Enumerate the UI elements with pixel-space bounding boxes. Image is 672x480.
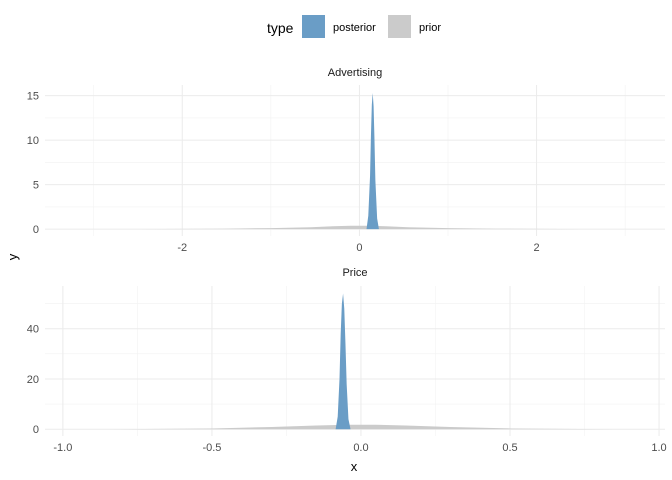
y-tick-label: 0	[33, 224, 39, 236]
facet-strip-price: Price	[342, 267, 367, 279]
x-tick-label: 2	[534, 242, 540, 254]
density-posterior-price	[335, 293, 351, 430]
legend-title: type	[267, 20, 294, 36]
x-axis-label: x	[351, 459, 358, 474]
x-tick-label: -1.0	[53, 442, 72, 454]
x-tick-label: 0	[356, 242, 362, 254]
facet-strip-advertising: Advertising	[328, 67, 382, 79]
legend-key-posterior	[302, 15, 325, 38]
y-axis-label: y	[5, 253, 20, 260]
legend-label-posterior: posterior	[333, 22, 376, 34]
legend: type posterior prior	[267, 15, 441, 38]
gridlines	[45, 286, 665, 436]
y-tick-label: 40	[27, 324, 39, 336]
gridlines	[45, 85, 665, 236]
x-tick-label: 1.0	[651, 442, 666, 454]
legend-key-prior	[388, 15, 411, 38]
x-tick-label: 0.5	[502, 442, 517, 454]
y-tick-label: 15	[27, 91, 39, 103]
x-tick-label: -0.5	[202, 442, 221, 454]
legend-label-prior: prior	[419, 22, 441, 34]
x-tick-label: 0.0	[353, 442, 368, 454]
x-tick-label: -2	[177, 242, 187, 254]
y-tick-label: 5	[33, 180, 39, 192]
y-tick-label: 0	[33, 424, 39, 436]
y-tick-label: 10	[27, 135, 39, 147]
density-prior-advertising	[133, 225, 586, 230]
density-posterior-advertising	[366, 93, 379, 230]
y-tick-label: 20	[27, 374, 39, 386]
density-prior-price	[107, 424, 615, 430]
facet-panel-price: Price -1.0 -0.5 0.0 0.5 1.0 0 20 40	[27, 267, 667, 454]
facet-panel-advertising: Advertising -2 0 2 0 5 10 15	[27, 67, 665, 254]
